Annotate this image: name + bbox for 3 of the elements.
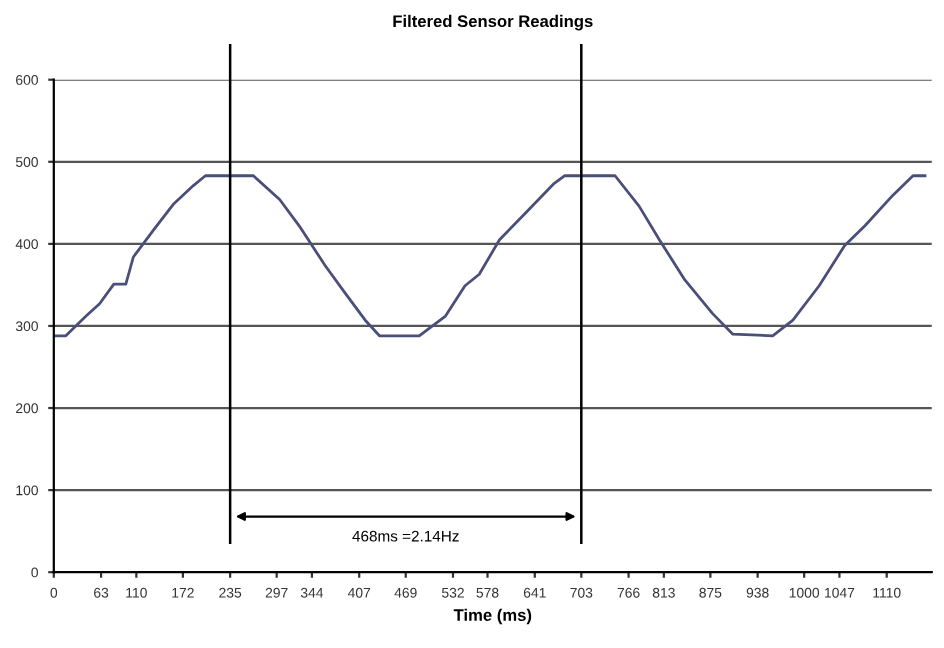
x-axis-title: Time (ms): [453, 608, 532, 625]
chart-title: Filtered Sensor Readings: [393, 14, 593, 31]
line-series: [53, 174, 927, 338]
